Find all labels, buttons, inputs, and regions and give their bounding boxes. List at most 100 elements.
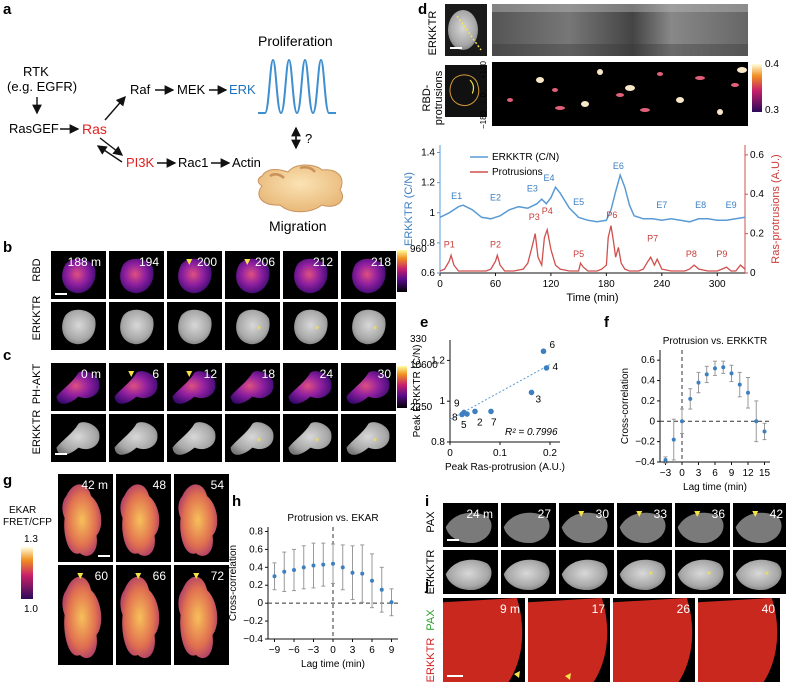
f-x-tick-label: −3 xyxy=(660,468,672,479)
pax-timestamp: 30 xyxy=(596,507,610,521)
protrusion-peak-label: P4 xyxy=(542,206,553,216)
rbd-cell-outline xyxy=(449,74,480,106)
phakt-colorbar-min: 2250 xyxy=(410,402,433,413)
legend-erk-label: ERKKTR (C/N) xyxy=(492,152,559,163)
phakt-cell xyxy=(346,371,390,404)
protrusion-peak-label: P3 xyxy=(529,212,540,222)
panel-label-b: b xyxy=(3,239,12,256)
d-y2-tick-label: 0.6 xyxy=(750,150,764,161)
ekar-colorbar xyxy=(21,547,33,599)
rbd-timestamp: 200 xyxy=(197,255,217,269)
panel-label-i: i xyxy=(425,493,429,510)
h-point xyxy=(311,563,316,568)
erk-peak-label: E1 xyxy=(451,191,462,201)
rbd-cell xyxy=(62,258,96,294)
protrusion-peak-label: P1 xyxy=(444,239,455,249)
erkktr-c-cell xyxy=(230,422,274,455)
protrusion-peak-label: P7 xyxy=(647,233,658,243)
h-y-tick-label: 0 xyxy=(257,598,263,609)
star-marker-icon: * xyxy=(373,324,378,336)
pax-timestamp: 27 xyxy=(538,507,552,521)
erk-peak-label: E7 xyxy=(656,200,667,210)
egfr-label: (e.g. EGFR) xyxy=(7,79,77,94)
h-point xyxy=(272,574,277,579)
f-y-tick-label: −0.4 xyxy=(635,457,655,468)
rbd-cell xyxy=(294,258,328,294)
kymo-band-bottom xyxy=(492,44,748,56)
protrusion-peak-label: P2 xyxy=(490,239,501,249)
protrusion-blob xyxy=(717,109,723,115)
mek-label: MEK xyxy=(177,82,206,97)
pax-cell xyxy=(619,512,666,544)
panel-i: PAX ERKKTR 24 m 27 30 33 36 42 * * * xyxy=(425,503,786,594)
erk-pax-cell xyxy=(698,598,778,682)
peak-correlation-scatter: 0 0.1 0.2 0.8 1 1.2 6 4 3 9 85 2 7 R² = 0.7996 Peak ER… xyxy=(412,340,565,473)
panel-label-a: a xyxy=(3,1,12,18)
panel-label-g: g xyxy=(3,472,12,489)
rbd-cell xyxy=(352,258,386,294)
ekar-bottom-timestamp: 60 xyxy=(95,569,109,583)
erkktr-c-cell xyxy=(288,422,332,455)
pax-timestamp: 33 xyxy=(654,507,668,521)
migrating-cell-ruffle-1 xyxy=(269,173,285,179)
phakt-row-label: PH-AKT xyxy=(31,364,43,405)
f-point xyxy=(737,382,742,387)
star-marker-icon: * xyxy=(649,570,654,582)
arrowhead-marker-icon xyxy=(752,511,759,517)
d-y2-tick-label: 0.4 xyxy=(750,189,764,200)
ekar-bottom-timestamp: 66 xyxy=(153,569,167,583)
f-point xyxy=(746,390,750,395)
erk-pax-timestamp: 17 xyxy=(592,602,606,616)
f-x-tick-label: 6 xyxy=(712,468,718,479)
e-point xyxy=(540,348,547,355)
phakt-timestamp: 30 xyxy=(378,367,392,381)
erk-pulses-icon xyxy=(258,58,336,115)
panel-label-d: d xyxy=(418,1,427,18)
protrusion-blob xyxy=(536,77,544,83)
erkktr-b-cell xyxy=(294,309,328,345)
erkktr-series-line xyxy=(439,172,746,223)
d-y-tick-label: 1.2 xyxy=(421,178,435,189)
h-point xyxy=(282,569,287,574)
erk-peak-label: E6 xyxy=(613,161,624,171)
erk-pax-timestamp: 9 m xyxy=(500,602,520,616)
erkktr-b-cell xyxy=(178,309,212,345)
rbd-timestamp: 212 xyxy=(313,255,333,269)
e-point xyxy=(488,408,494,415)
h-point xyxy=(292,568,296,573)
pax-cell xyxy=(503,512,550,544)
erkktr-b-cell xyxy=(352,309,386,345)
h-point xyxy=(350,570,355,575)
erkktr-row-label-c: ERKKTR xyxy=(31,410,43,455)
protrusion-peak-label: P9 xyxy=(716,249,727,259)
star-marker-icon: * xyxy=(707,570,712,582)
pax-cell xyxy=(561,512,608,544)
rbd-colorbar xyxy=(397,250,407,292)
e-y-tick-label: 1 xyxy=(439,396,445,407)
h-title: Protrusion vs. EKAR xyxy=(287,513,378,524)
protrusion-blob xyxy=(731,83,739,87)
rasgef-label: RasGEF xyxy=(9,121,59,136)
e-point-label: 8 xyxy=(452,412,458,423)
d-x-tick-label: 240 xyxy=(653,279,670,290)
erk-pax-cell xyxy=(443,598,523,682)
h-x-tick-label: −9 xyxy=(269,645,281,656)
erkktr-c-cell xyxy=(172,422,216,455)
f-point xyxy=(721,365,726,370)
erkktr-i-cell xyxy=(619,559,666,591)
proliferation-label: Proliferation xyxy=(258,33,333,49)
erk-peak-label: E5 xyxy=(573,197,584,207)
angle-mid-label: 0 xyxy=(479,92,488,97)
d-x-tick-label: 180 xyxy=(598,279,615,290)
pax-cell xyxy=(445,512,492,544)
f-y-tick-label: 0.6 xyxy=(641,355,655,366)
ekar-top-timestamp: 54 xyxy=(211,478,225,492)
panel-c-microscopy: PH-AKT ERKKTR 0 m 6 12 18 24 30 * * * 10600 2250 xyxy=(31,360,438,462)
pax-cell xyxy=(677,512,724,544)
h-y-tick-label: 0.2 xyxy=(249,580,263,591)
protrusion-series-line xyxy=(439,225,746,272)
pax-timestamp: 24 m xyxy=(466,507,493,521)
crosscorr-ekar-chart: −9 −6 −3 0 3 6 9 −0.4 −0.2 0 0.2 0.4 0.6 0.8 Protrusio… xyxy=(228,513,398,670)
protrusion-blob xyxy=(676,97,684,103)
panel-i-tiles: 24 m 27 30 33 36 42 * * * xyxy=(443,503,786,594)
